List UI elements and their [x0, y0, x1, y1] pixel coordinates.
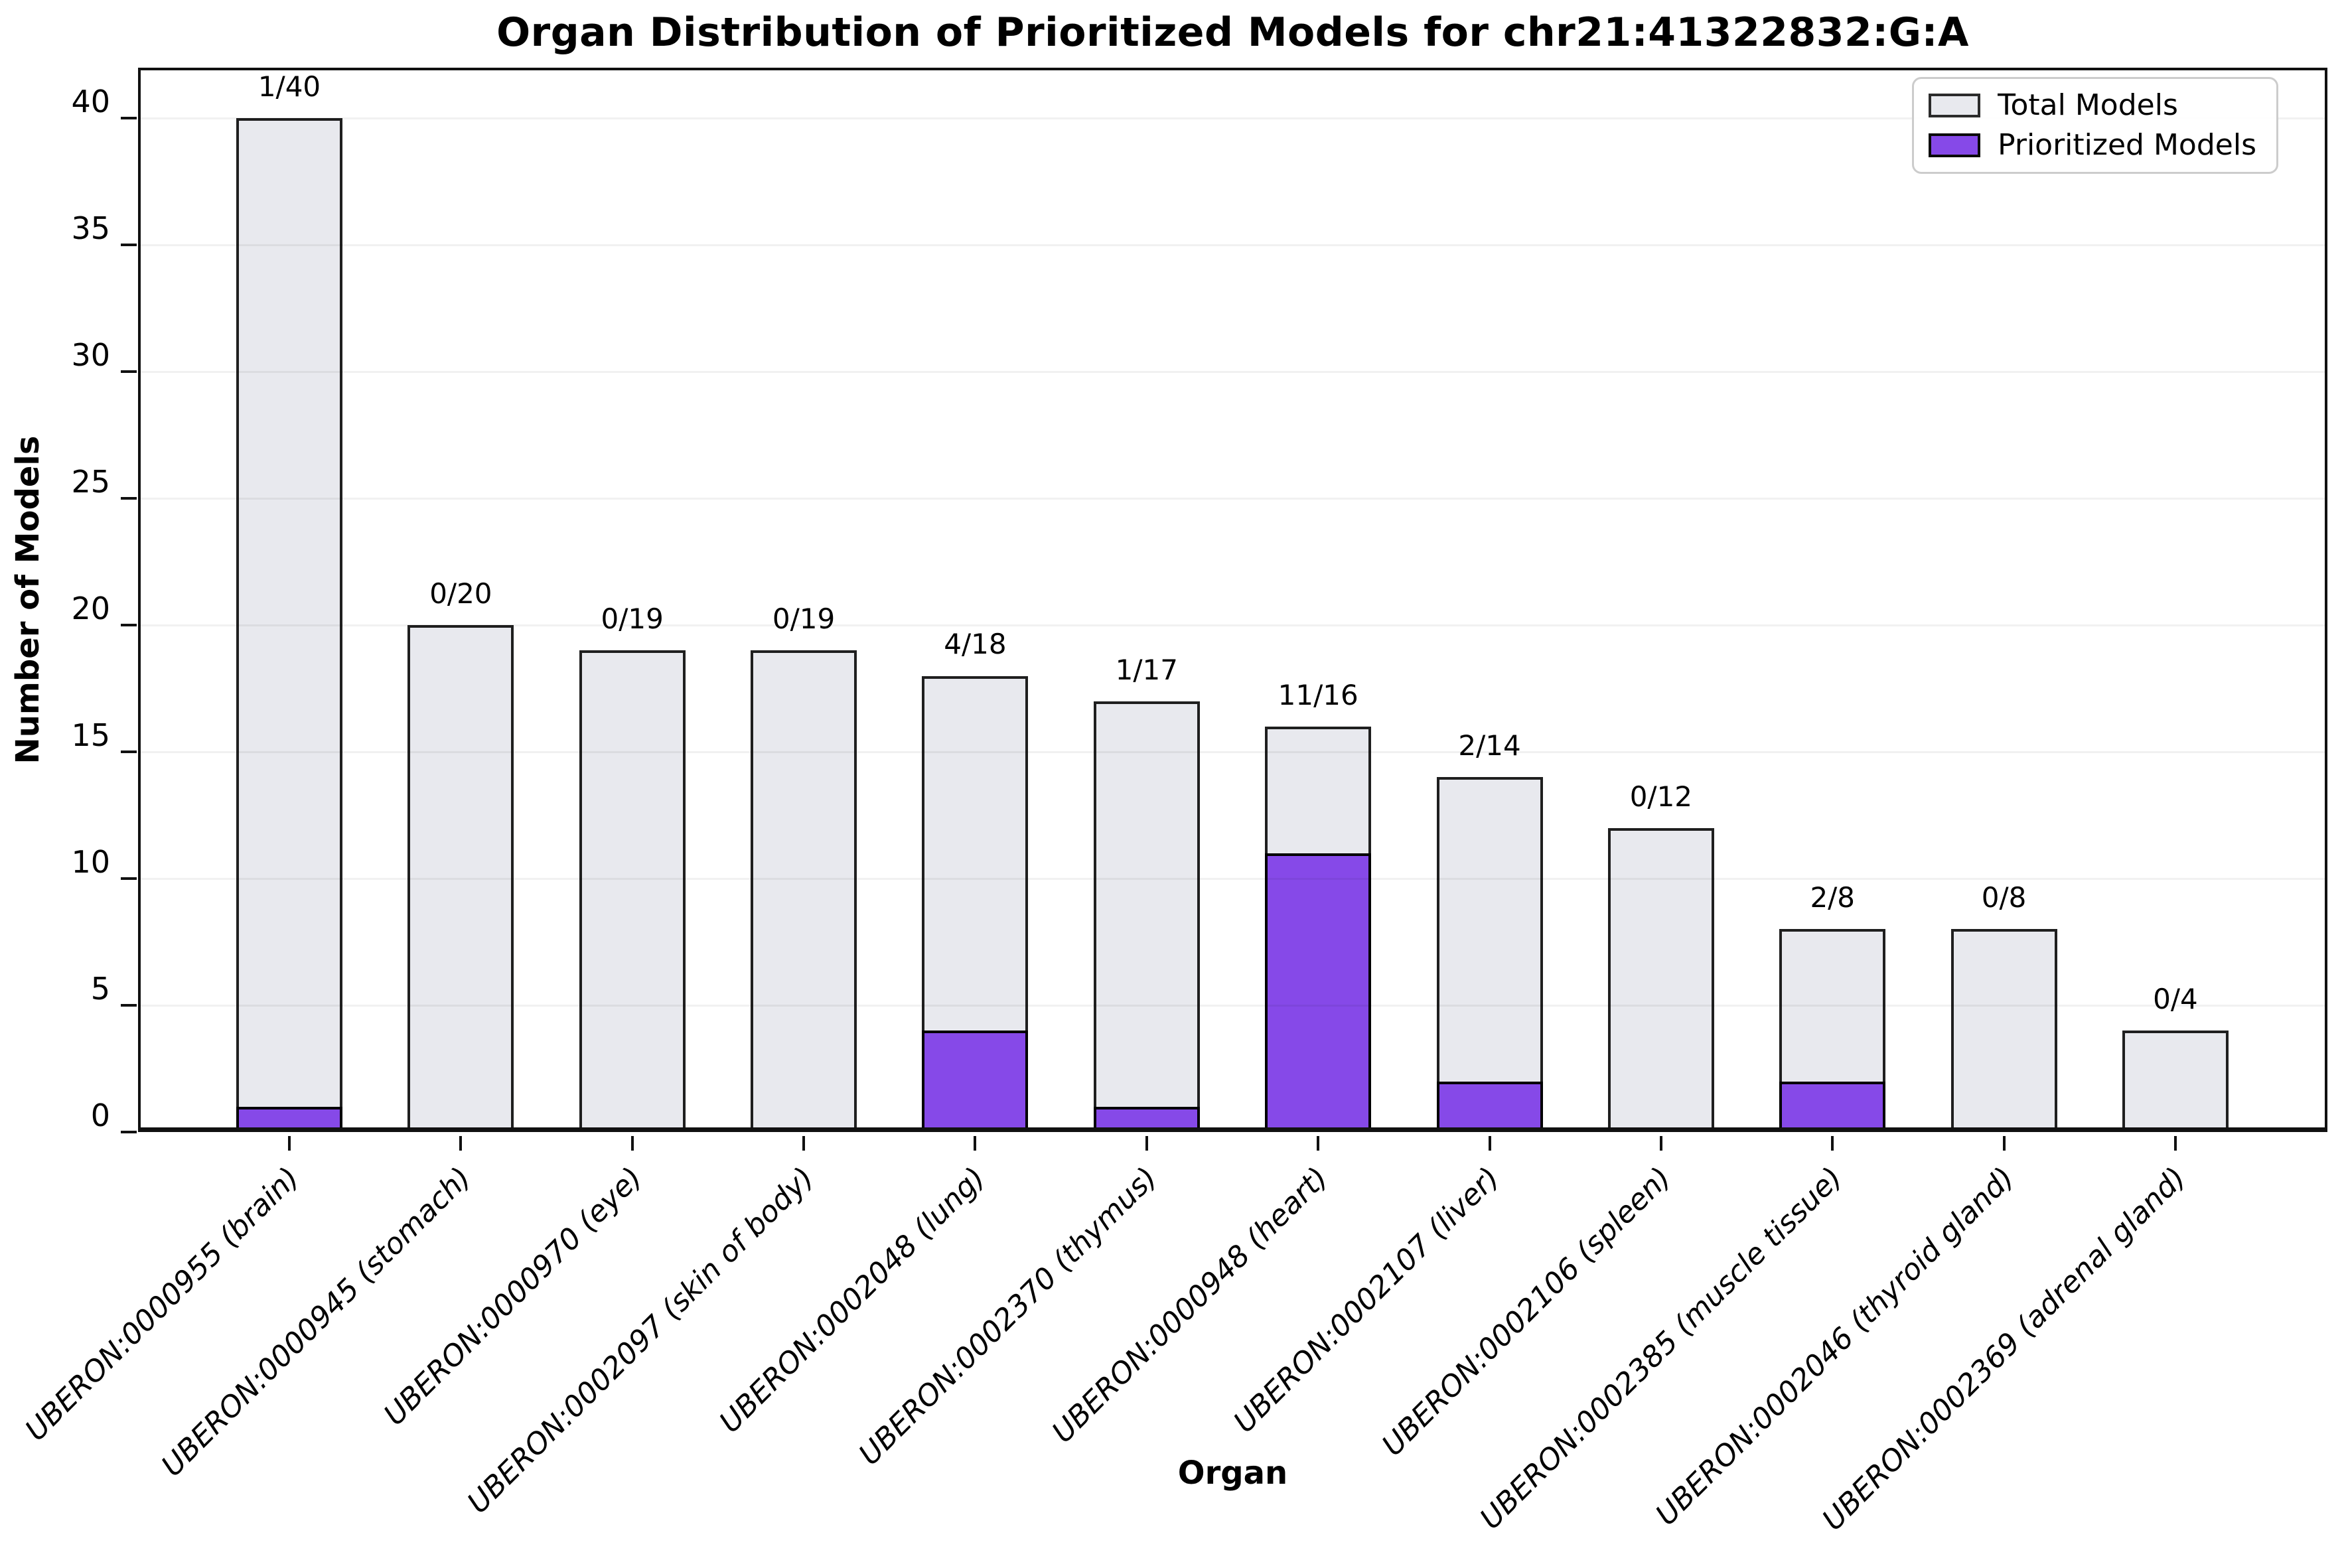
x-tick-label: UBERON:0000955 (brain): [19, 1161, 307, 1448]
total-models-bar: [751, 650, 857, 1132]
x-tick-mark: [288, 1136, 291, 1151]
x-tick-label: UBERON:0000948 (heart): [1046, 1161, 1335, 1450]
total-models-bar: [1436, 777, 1543, 1132]
legend-label-prioritized-models: Prioritized Models: [1998, 128, 2256, 162]
bar-value-label: 11/16: [1278, 678, 1358, 711]
x-tick-mark: [1488, 1136, 1491, 1151]
y-tick-label: 30: [71, 337, 110, 374]
prioritized-models-bar: [1779, 1081, 1886, 1132]
y-tick-mark: [121, 117, 137, 120]
bar-value-label: 1/40: [257, 70, 321, 104]
legend: Total Models Prioritized Models: [1912, 77, 2278, 174]
total-models-bar: [1950, 929, 2057, 1132]
total-models-bar: [579, 650, 686, 1132]
gridline: [141, 1004, 2325, 1007]
prioritized-models-bar: [922, 1031, 1029, 1132]
x-tick-mark: [1659, 1136, 1662, 1151]
bar-value-label: 0/8: [1981, 881, 2027, 914]
x-tick-label: UBERON:0002106 (spleen): [1376, 1161, 1678, 1463]
x-tick-mark: [802, 1136, 806, 1151]
gridline: [141, 370, 2325, 373]
y-tick-mark: [121, 1131, 137, 1133]
bar-value-label: 0/19: [601, 603, 664, 636]
total-models-swatch: [1929, 94, 1981, 117]
gridline: [141, 117, 2325, 119]
x-tick-mark: [1317, 1136, 1320, 1151]
prioritized-models-swatch: [1929, 133, 1981, 157]
y-tick-label: 40: [71, 84, 110, 120]
legend-item-prioritized-models: Prioritized Models: [1929, 131, 2256, 160]
x-tick-mark: [2173, 1136, 2177, 1151]
x-tick-mark: [2002, 1136, 2006, 1151]
x-tick-label: UBERON:0000945 (stomach): [155, 1161, 478, 1484]
bar-value-label: 2/8: [1810, 881, 1856, 914]
axis-spine-left: [138, 68, 141, 1132]
y-tick-mark: [121, 750, 137, 754]
legend-item-total-models: Total Models: [1929, 91, 2256, 120]
gridline: [141, 750, 2325, 753]
y-tick-label: 0: [90, 1098, 110, 1134]
x-tick-label: UBERON:0002370 (thymus): [852, 1161, 1164, 1472]
x-tick-mark: [1831, 1136, 1834, 1151]
x-tick-mark: [974, 1136, 977, 1151]
total-models-bar: [1607, 827, 1714, 1132]
prioritized-models-bar: [1265, 853, 1372, 1132]
y-tick-label: 10: [71, 844, 110, 881]
bar-value-label: 4/18: [944, 628, 1007, 661]
y-tick-label: 20: [71, 591, 110, 627]
chart-title: Organ Distribution of Prioritized Models…: [496, 9, 1969, 56]
legend-label-total-models: Total Models: [1998, 88, 2178, 122]
gridline: [141, 244, 2325, 246]
bar-value-label: 1/17: [1115, 653, 1178, 686]
y-axis-label: Number of Models: [9, 435, 46, 764]
y-tick-mark: [121, 497, 137, 500]
plot-area: 1/40 0/20 0/19 0/19 4/18 1/17 11/16 2/14 0/12 2/8…: [19, 68, 2327, 1537]
y-tick-label: 15: [71, 717, 110, 754]
bar-value-label: 0/12: [1629, 780, 1693, 813]
y-tick-label: 25: [71, 464, 110, 500]
total-models-bar: [2122, 1031, 2229, 1132]
y-tick-mark: [121, 370, 137, 374]
gridline: [141, 624, 2325, 626]
prioritized-models-bar: [1436, 1081, 1543, 1132]
total-models-bar: [236, 118, 342, 1132]
bar-value-label: 0/19: [772, 603, 836, 636]
x-axis-label: Organ: [1177, 1455, 1288, 1492]
y-tick-mark: [121, 1004, 137, 1007]
y-tick-label: 5: [90, 971, 110, 1007]
x-tick-mark: [1145, 1136, 1148, 1151]
y-tick-mark: [121, 877, 137, 881]
total-models-bar: [1093, 701, 1200, 1132]
axis-spine-top: [138, 68, 2327, 70]
gridline: [141, 497, 2325, 500]
total-models-bar: [407, 625, 514, 1132]
y-tick-mark: [121, 244, 137, 247]
x-tick-mark: [630, 1136, 634, 1151]
gridline: [141, 877, 2325, 880]
bar-value-label: 0/4: [2153, 983, 2198, 1016]
bar-value-label: 2/14: [1458, 729, 1521, 762]
axis-spine-bottom: [138, 1127, 2327, 1132]
x-tick-mark: [459, 1136, 463, 1151]
axis-spine-right: [2325, 68, 2327, 1132]
y-tick-mark: [121, 624, 137, 627]
y-tick-label: 35: [71, 210, 110, 247]
bar-value-label: 0/20: [429, 577, 492, 610]
